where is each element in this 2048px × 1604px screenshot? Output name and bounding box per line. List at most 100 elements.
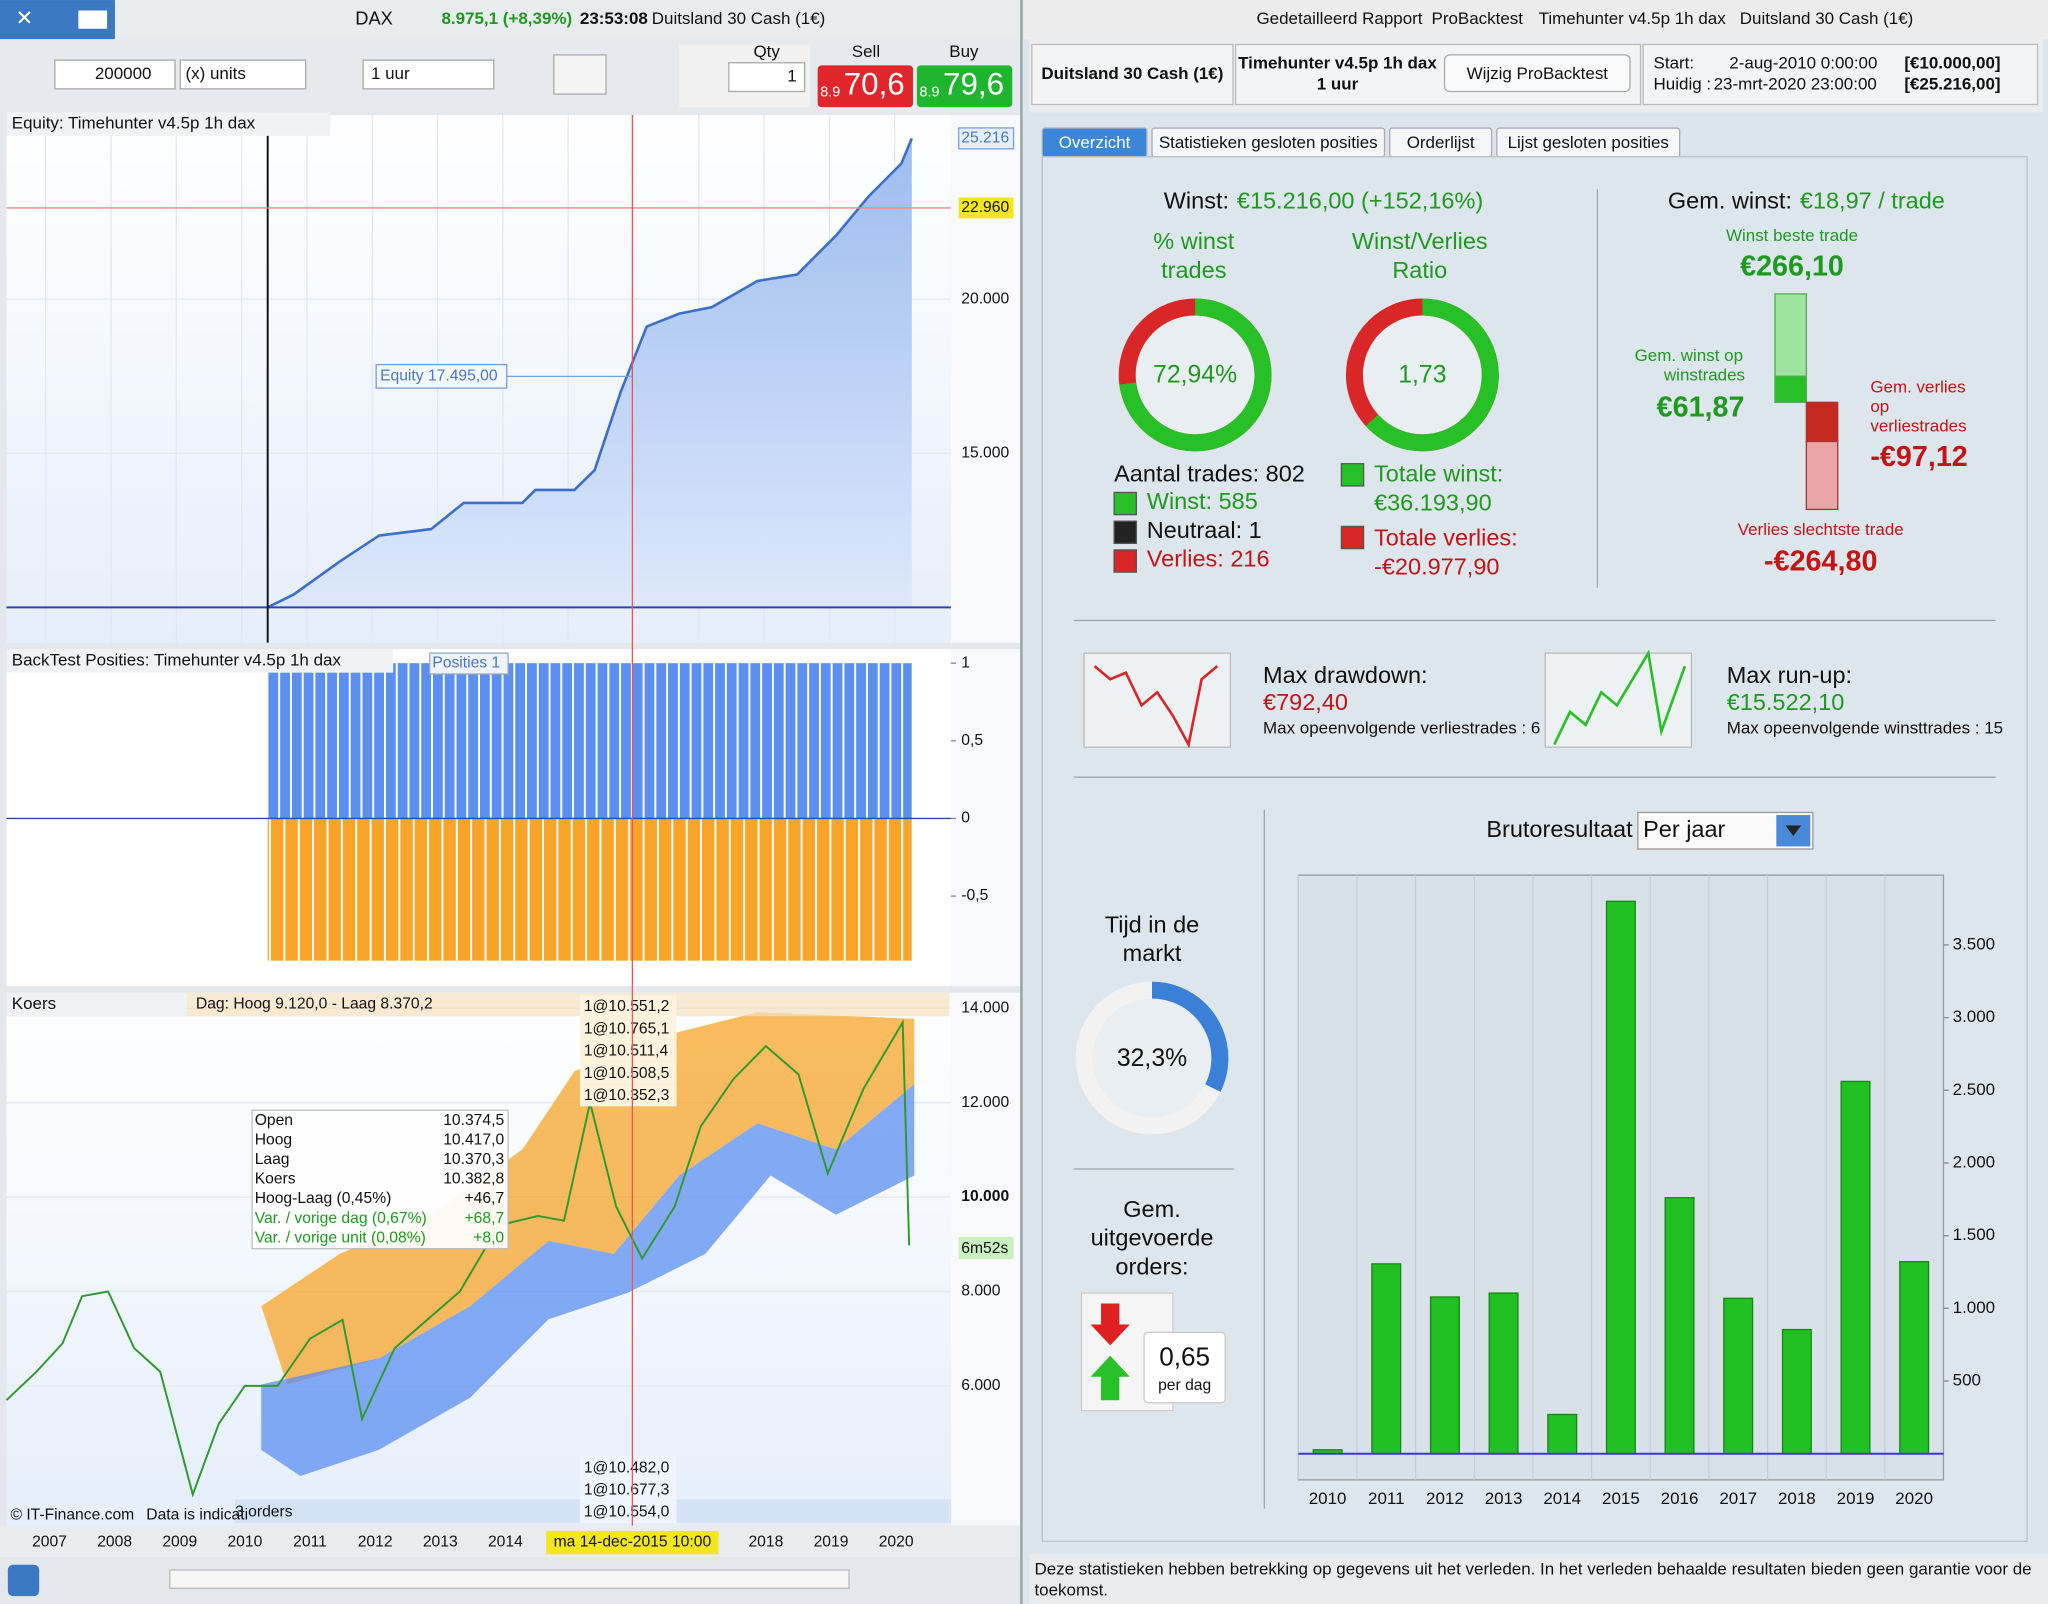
drawdown-detail: Max opeenvolgende verliestrades : 6 xyxy=(1263,718,1540,737)
tooltip-label: Hoog xyxy=(255,1131,292,1148)
avg-loss: -€97,12 xyxy=(1870,441,1967,473)
tooltip-label: Koers xyxy=(255,1171,296,1188)
y-tick-label: 0 xyxy=(961,810,970,827)
price-info: Dag: Hoog 9.120,0 - Laag 8.370,2 xyxy=(196,996,433,1013)
sell-price: 70,6 xyxy=(844,67,905,102)
sparkline-box xyxy=(1544,652,1693,748)
market-time-title: Tijd in de xyxy=(1105,911,1199,937)
keyboard-icon xyxy=(78,10,108,29)
panel-title: Equity: Timehunter v4.5p 1h dax xyxy=(12,114,256,133)
timer: 6m52s xyxy=(961,1240,1008,1257)
profit-label: Winst: xyxy=(1164,188,1229,214)
disclaimer: Data is indicati xyxy=(146,1506,248,1523)
market-time: 32,3% xyxy=(1117,1045,1187,1072)
orders-value: 0,65 xyxy=(1159,1341,1210,1371)
crosshair-label: Equity 17.495,00 xyxy=(380,368,498,385)
tab-label: Overzicht xyxy=(1059,133,1131,152)
panel-title: Koers xyxy=(12,994,56,1013)
timeframe-select xyxy=(362,59,495,90)
worst: -€264,80 xyxy=(1764,546,1877,578)
orders-title: orders: xyxy=(1115,1253,1188,1279)
quote: 8.975,1 (+8,39%) xyxy=(441,9,572,28)
chart-type-button xyxy=(553,54,607,95)
order-label: 1@10.554,0 xyxy=(584,1504,670,1521)
scrollbar xyxy=(169,1569,850,1589)
legend-swatch xyxy=(1113,520,1137,545)
orders-cloud xyxy=(261,1012,915,1385)
start-date: 2-aug-2010 0:00:00 xyxy=(1729,54,1877,73)
y-tick-label: 6.000 xyxy=(961,1377,1000,1394)
tag xyxy=(429,652,509,675)
title-bar xyxy=(0,0,1022,40)
y-tick-label: 14.000 xyxy=(961,999,1009,1016)
tooltip-value: +8,0 xyxy=(473,1229,504,1246)
positions-label: Posities 1 xyxy=(432,655,500,672)
avg-win-label: winstrades xyxy=(1663,366,1745,385)
y-tick-label: 2.500 xyxy=(1953,1080,1995,1099)
sparkline-box xyxy=(1083,652,1232,748)
x-tick-label: 2012 xyxy=(358,1534,393,1551)
share-button xyxy=(7,1564,40,1597)
tooltip-value: 10.374,5 xyxy=(443,1112,504,1129)
x-tick-label: 2020 xyxy=(879,1534,914,1551)
trade-count: Neutraal: 1 xyxy=(1147,517,1262,543)
tooltip-label: Open xyxy=(255,1112,293,1129)
order-label: 1@10.352,3 xyxy=(584,1087,670,1104)
drawdown-sparkline xyxy=(1093,665,1219,749)
chart-title: Brutoresultaat xyxy=(1486,816,1633,842)
tooltip-value: +68,7 xyxy=(465,1210,505,1227)
y-tick-label: 1.000 xyxy=(1953,1298,1995,1317)
panel-header xyxy=(6,649,394,673)
edit-button[interactable] xyxy=(1443,54,1631,93)
crosshair-date-tag xyxy=(546,1530,719,1555)
period: Per jaar xyxy=(1643,816,1725,842)
order-label: 1@10.677,3 xyxy=(584,1481,670,1498)
footer xyxy=(1029,1554,2048,1604)
sell-label: Sell xyxy=(852,42,880,61)
footer-text: toekomst. xyxy=(1034,1580,1108,1599)
x-tick-label: 2013 xyxy=(1485,1489,1523,1508)
bar xyxy=(1371,1263,1402,1455)
time: 23:53:08 xyxy=(580,9,648,28)
buy-prefix: 8.9 xyxy=(920,85,940,101)
tooltip-value: 10.417,0 xyxy=(443,1131,504,1148)
orders-cloud xyxy=(261,1084,915,1476)
worst-label: Verlies slechtste trade xyxy=(1738,520,1904,539)
info-system: Timehunter v4.5p 1h dax xyxy=(1238,54,1437,73)
avg-win: €61,87 xyxy=(1657,391,1745,423)
avg-loss-label: verliestrades xyxy=(1870,417,1966,436)
total-loss: -€20.977,90 xyxy=(1374,553,1499,579)
close-icon: ✕ xyxy=(16,7,34,30)
y-tick-label: 20.000 xyxy=(961,290,1009,307)
trade-count: Verlies: 216 xyxy=(1147,546,1270,572)
order-label: 1@10.482,0 xyxy=(584,1459,670,1476)
bar xyxy=(1605,900,1636,1455)
runup-detail: Max opeenvolgende winsttrades : 15 xyxy=(1727,718,2003,737)
title-part: Timehunter v4.5p 1h dax xyxy=(1539,9,1727,28)
order-tag xyxy=(579,995,677,1018)
tooltip-label: Var. / vorige dag (0,67%) xyxy=(255,1210,427,1227)
range-bar xyxy=(1805,440,1839,511)
current-capital: [€25.216,00] xyxy=(1904,74,2000,93)
bar xyxy=(1723,1297,1754,1455)
last-label: 25.216 xyxy=(961,130,1009,147)
time-axis xyxy=(0,1525,1022,1557)
tooltip-label: Hoog-Laag (0,45%) xyxy=(255,1190,392,1207)
units: (x) units xyxy=(185,64,245,83)
avg-win-label: Gem. winst op xyxy=(1635,346,1743,365)
panel-header xyxy=(6,992,187,1017)
long-positions xyxy=(267,663,912,819)
buy-button xyxy=(916,65,1013,108)
donut-title: % winst xyxy=(1153,228,1234,254)
trade-count: Winst: 585 xyxy=(1147,488,1258,514)
range-bar xyxy=(1774,375,1808,403)
tooltip-value: +46,7 xyxy=(465,1190,505,1207)
tab-label: Lijst gesloten posities xyxy=(1508,133,1669,152)
win-pct: 72,94% xyxy=(1153,362,1237,389)
y-tick-label: 3.000 xyxy=(1953,1007,1995,1026)
drawdown: €792,40 xyxy=(1263,689,1348,715)
bar xyxy=(1547,1413,1578,1455)
orders-strip xyxy=(6,992,950,1017)
